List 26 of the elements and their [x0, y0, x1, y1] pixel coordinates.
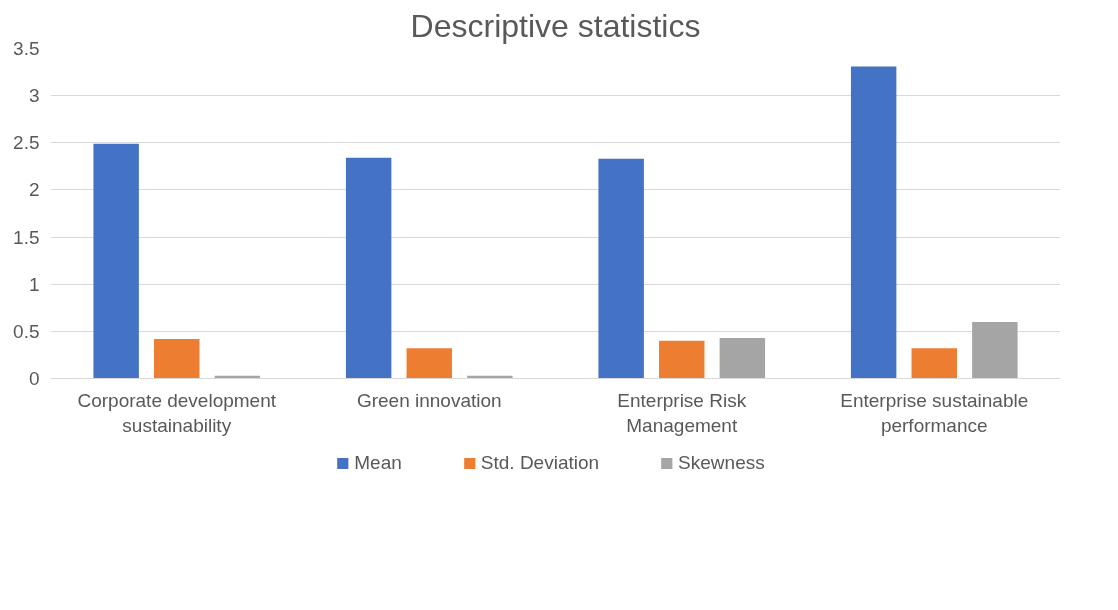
bar [598, 158, 644, 379]
bar [850, 66, 897, 379]
y-tick-label: 0 [28, 368, 40, 389]
y-tick-label: 3.5 [13, 38, 40, 59]
y-tick-label: 2.5 [13, 132, 40, 154]
legend-label: Std. Deviation [480, 452, 600, 474]
bar [719, 337, 766, 379]
x-tick-label: Enterprise Risk Management [617, 389, 747, 436]
y-tick-label: 3 [28, 85, 40, 107]
bar [659, 340, 705, 379]
bar [154, 338, 200, 379]
y-tick-label: 1 [28, 273, 40, 295]
bar [345, 157, 392, 379]
legend-label: Mean [354, 452, 402, 474]
legend-label: Skewness [678, 452, 765, 474]
bar [911, 348, 957, 379]
y-tick-label: 2 [28, 179, 40, 201]
bar [972, 321, 1018, 379]
y-tick-label: 0.5 [13, 320, 40, 342]
y-tick-label: 1.5 [13, 226, 40, 248]
bar [93, 143, 139, 379]
x-tick-label: Green innovation [356, 389, 502, 411]
bar [406, 348, 452, 379]
x-tick-label: Enterprise sustainable performance [840, 389, 1029, 436]
chart-title: Descriptive statistics [410, 7, 701, 44]
x-tick-label: Corporate development sustainability [77, 389, 277, 436]
